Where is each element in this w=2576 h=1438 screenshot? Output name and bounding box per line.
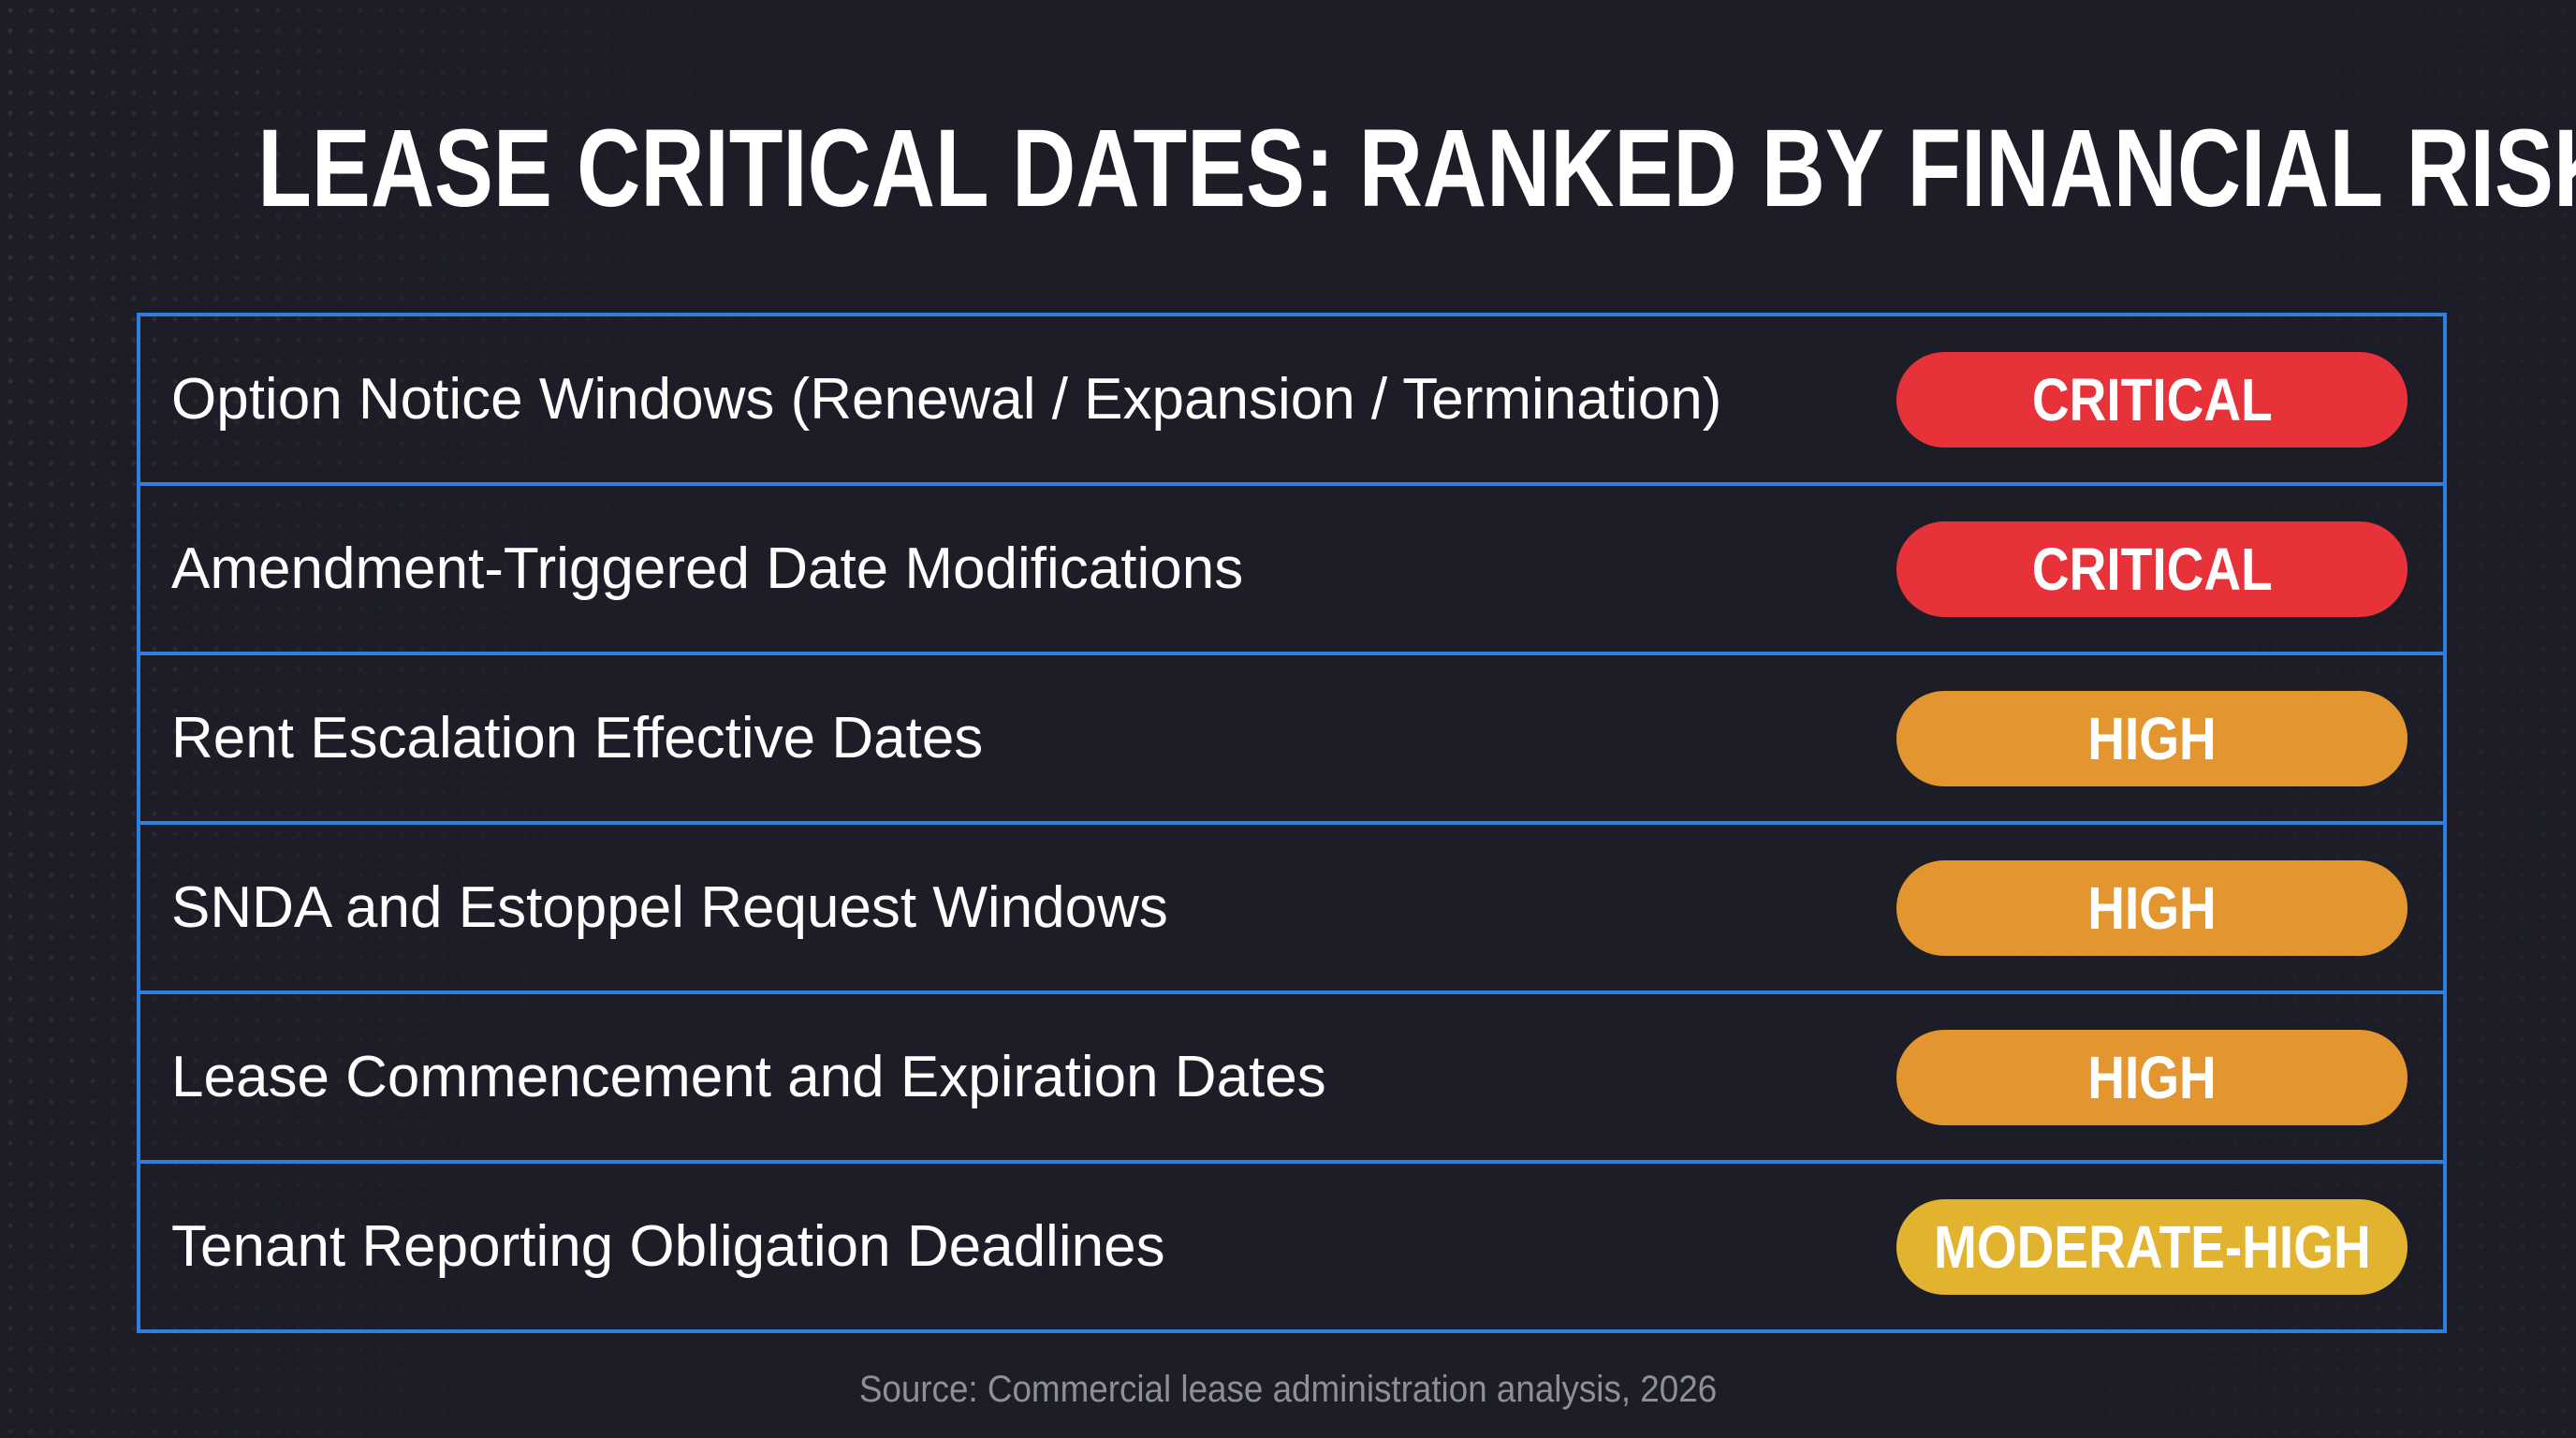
table-row: Lease Commencement and Expiration Dates … [140, 994, 2443, 1164]
risk-badge: CRITICAL [1896, 521, 2408, 617]
source-note: Source: Commercial lease administration … [858, 1369, 1718, 1410]
risk-badge-label: HIGH [2087, 705, 2217, 772]
row-label: Tenant Reporting Obligation Deadlines [171, 1214, 1165, 1279]
risk-badge-label: MODERATE-HIGH [1933, 1213, 2371, 1281]
risk-badge-label: CRITICAL [2031, 366, 2273, 433]
risk-badge-label: HIGH [2087, 874, 2217, 942]
risk-badge: HIGH [1896, 691, 2408, 786]
row-label: SNDA and Estoppel Request Windows [171, 875, 1168, 940]
risk-badge: MODERATE-HIGH [1896, 1199, 2408, 1295]
page-title: LEASE CRITICAL DATES: RANKED BY FINANCIA… [257, 107, 2576, 230]
risk-badge: HIGH [1896, 860, 2408, 956]
risk-table: Option Notice Windows (Renewal / Expansi… [137, 313, 2447, 1333]
row-label: Lease Commencement and Expiration Dates [171, 1045, 1326, 1109]
table-row: SNDA and Estoppel Request Windows HIGH [140, 825, 2443, 994]
row-label: Rent Escalation Effective Dates [171, 706, 984, 770]
row-label: Amendment-Triggered Date Modifications [171, 536, 1244, 601]
risk-badge: CRITICAL [1896, 352, 2408, 448]
table-row: Amendment-Triggered Date Modifications C… [140, 486, 2443, 655]
row-label: Option Notice Windows (Renewal / Expansi… [171, 367, 1722, 432]
risk-badge: HIGH [1896, 1030, 2408, 1125]
risk-badge-label: HIGH [2087, 1044, 2217, 1111]
table-row: Rent Escalation Effective Dates HIGH [140, 655, 2443, 825]
table-row: Tenant Reporting Obligation Deadlines MO… [140, 1164, 2443, 1329]
table-row: Option Notice Windows (Renewal / Expansi… [140, 316, 2443, 486]
risk-badge-label: CRITICAL [2031, 536, 2273, 603]
